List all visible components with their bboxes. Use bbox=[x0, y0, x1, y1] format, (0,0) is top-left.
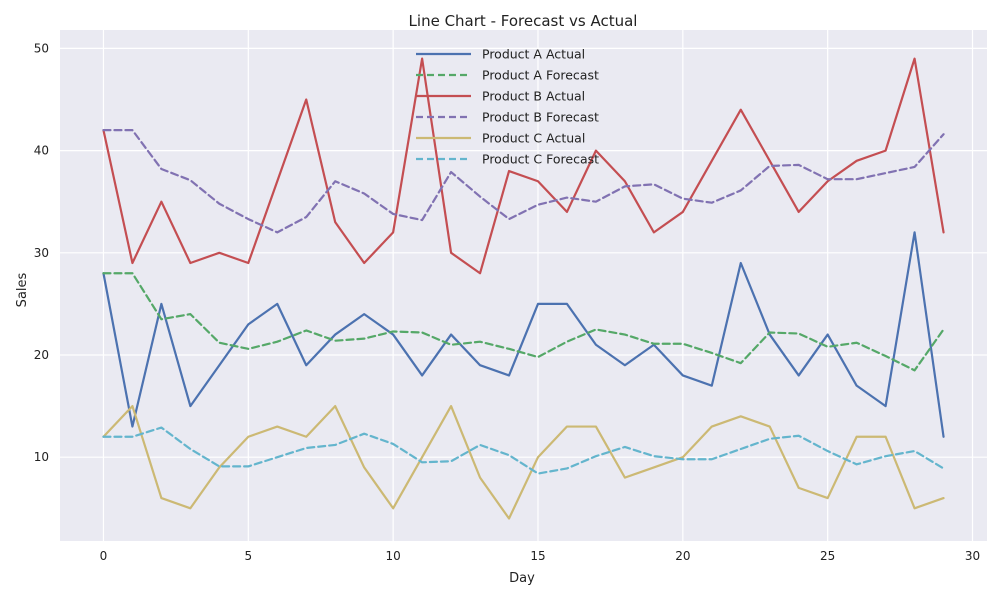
x-axis-label: Day bbox=[509, 571, 535, 586]
grid bbox=[60, 30, 987, 541]
series-line-product-c-actual bbox=[102, 405, 945, 520]
x-tick-label: 15 bbox=[530, 549, 545, 563]
y-tick-label: 40 bbox=[34, 144, 49, 158]
x-tick-label: 25 bbox=[820, 549, 835, 563]
legend-label: Product B Actual bbox=[482, 89, 585, 104]
series-line-product-a-actual bbox=[102, 231, 945, 438]
y-tick-label: 30 bbox=[34, 246, 49, 260]
series-lines bbox=[102, 57, 945, 520]
x-tick-label: 0 bbox=[100, 549, 108, 563]
legend: Product A Actual Product A Forecast Produc… bbox=[416, 47, 599, 167]
x-tick-label: 20 bbox=[675, 549, 690, 563]
legend-label: Product A Forecast bbox=[482, 68, 599, 83]
x-tick-label: 10 bbox=[386, 549, 401, 563]
legend-label: Product A Actual bbox=[482, 47, 585, 62]
tick-labels: 0 5 10 15 20 25 30 10 20 30 40 50 bbox=[34, 41, 980, 563]
x-tick-label: 30 bbox=[965, 549, 980, 563]
series-line-product-a-forecast bbox=[102, 272, 945, 372]
chart-title: Line Chart - Forecast vs Actual bbox=[409, 12, 638, 30]
series-line-product-c-forecast bbox=[102, 426, 945, 475]
y-tick-label: 50 bbox=[34, 41, 49, 55]
x-tick-label: 5 bbox=[244, 549, 252, 563]
y-tick-label: 20 bbox=[34, 348, 49, 362]
legend-label: Product B Forecast bbox=[482, 110, 599, 125]
legend-label: Product C Actual bbox=[482, 131, 585, 146]
series-line-product-b-actual bbox=[102, 57, 945, 275]
series-line-product-b-forecast bbox=[102, 129, 945, 234]
legend-label: Product C Forecast bbox=[482, 152, 599, 167]
y-axis-label: Sales bbox=[15, 272, 30, 307]
plot-area bbox=[60, 30, 987, 541]
y-tick-label: 10 bbox=[34, 450, 49, 464]
